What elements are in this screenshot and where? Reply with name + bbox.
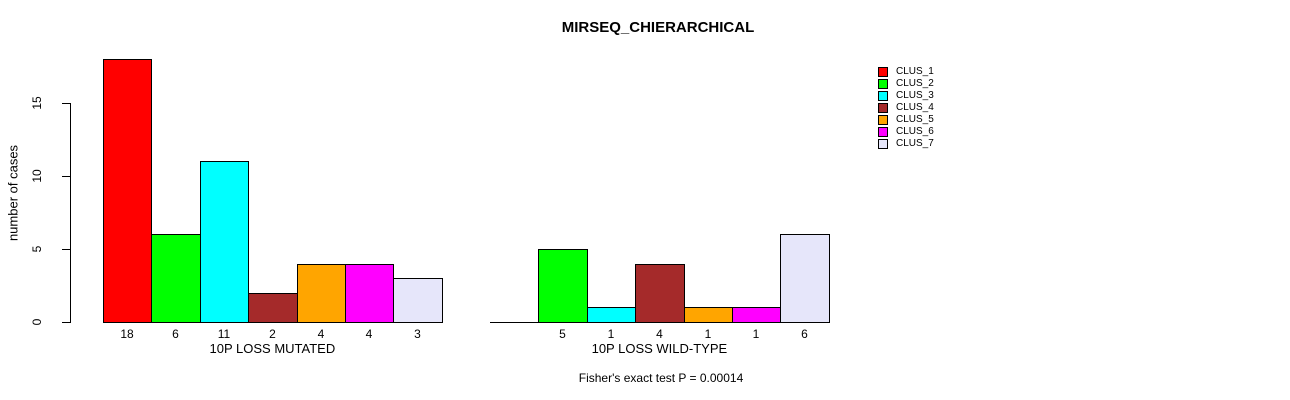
bar-clus_2-group2 <box>538 249 588 323</box>
bar-clus_7-group1 <box>393 278 443 323</box>
fisher-test-annotation: Fisher's exact test P = 0.00014 <box>578 371 744 385</box>
legend-item-label: CLUS_2 <box>896 78 934 89</box>
y-axis-tick-label: 15 <box>30 96 44 110</box>
legend-color-swatch <box>878 139 888 149</box>
bar-clus_3-group1 <box>200 161 249 323</box>
legend-item: CLUS_7 <box>878 138 934 150</box>
legend-item: CLUS_4 <box>878 102 934 114</box>
y-axis-tick <box>62 176 70 177</box>
chart-title: MIRSEQ_CHIERARCHICAL <box>561 19 755 36</box>
group-axis-label: 10P LOSS MUTATED <box>209 341 336 356</box>
bar-value-label: 4 <box>656 327 663 341</box>
bar-clus_5-group2 <box>684 307 733 323</box>
bar-value-label: 3 <box>414 327 421 341</box>
bar-value-label: 4 <box>365 327 373 341</box>
y-axis-tick-label: 0 <box>30 318 44 326</box>
bar-value-label: 18 <box>120 327 134 341</box>
legend-item: CLUS_6 <box>878 126 934 138</box>
bar-clus_6-group1 <box>345 264 394 323</box>
legend-item-label: CLUS_5 <box>896 114 934 125</box>
bar-clus_2-group1 <box>151 234 201 323</box>
bar-value-label: 11 <box>217 327 231 341</box>
bar-value-label: 2 <box>269 327 276 341</box>
legend-item-label: CLUS_4 <box>896 102 934 113</box>
bar-value-label: 1 <box>704 327 712 341</box>
legend-color-swatch <box>878 91 888 101</box>
bar-clus_1-group1 <box>103 59 152 323</box>
y-axis-tick-label: 10 <box>30 169 44 183</box>
legend-color-swatch <box>878 79 888 89</box>
legend-item-label: CLUS_3 <box>896 90 934 101</box>
chart-legend: CLUS_1 CLUS_2 CLUS_3 CLUS_4 CLUS_5 CLUS_6 CLUS… <box>878 66 934 150</box>
bar-clus_1-group2-zero <box>490 322 539 323</box>
y-axis-label: number of cases <box>5 144 21 242</box>
bar-clus_3-group2 <box>587 307 636 323</box>
bar-value-label: 1 <box>607 327 615 341</box>
bar-value-label: 1 <box>752 327 760 341</box>
y-axis-tick <box>62 249 70 250</box>
legend-color-swatch <box>878 67 888 77</box>
legend-item-label: CLUS_6 <box>896 126 934 137</box>
legend-item: CLUS_3 <box>878 90 934 102</box>
legend-color-swatch <box>878 115 888 125</box>
legend-color-swatch <box>878 127 888 137</box>
y-axis-tick <box>62 103 70 104</box>
group-axis-label: 10P LOSS WILD-TYPE <box>591 341 728 356</box>
bar-value-label: 5 <box>559 327 566 341</box>
y-axis-tick-label: 5 <box>30 245 44 253</box>
legend-item: CLUS_2 <box>878 78 934 90</box>
bar-value-label: 4 <box>317 327 325 341</box>
bar-value-label: 6 <box>801 327 808 341</box>
legend-item-label: CLUS_7 <box>896 138 934 149</box>
legend-color-swatch <box>878 103 888 113</box>
y-axis-line <box>70 103 71 323</box>
legend-item-label: CLUS_1 <box>896 66 934 77</box>
legend-item: CLUS_5 <box>878 114 934 126</box>
y-axis-tick <box>62 322 70 323</box>
bar-clus_4-group1 <box>248 293 298 323</box>
bar-clus_4-group2 <box>635 264 685 323</box>
bar-clus_7-group2 <box>780 234 830 323</box>
bar-value-label: 6 <box>172 327 179 341</box>
bar-clus_6-group2 <box>732 307 781 323</box>
legend-item: CLUS_1 <box>878 66 934 78</box>
bar-clus_5-group1 <box>297 264 346 323</box>
